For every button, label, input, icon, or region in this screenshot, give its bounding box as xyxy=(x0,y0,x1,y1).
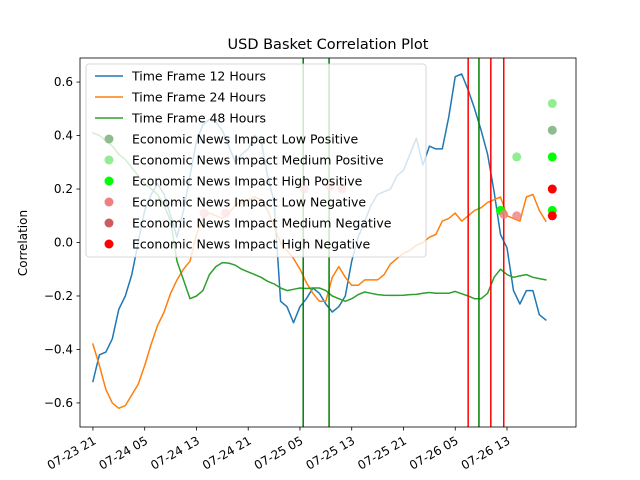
y-tick-label-3: −0.2 xyxy=(44,289,73,303)
news-impact-marker-10 xyxy=(547,98,557,108)
news-impact-marker-9 xyxy=(512,211,522,221)
news-impact-marker-13 xyxy=(547,184,557,194)
legend-label-1: Time Frame 12 Hours xyxy=(131,69,266,84)
legend-swatch-6 xyxy=(104,176,114,186)
legend-label-3: Time Frame 48 Hours xyxy=(131,111,266,126)
legend-swatch-4 xyxy=(104,134,114,144)
legend-label-9: Economic News Impact High Negative xyxy=(132,237,371,252)
legend-swatch-8 xyxy=(104,218,114,228)
chart-title: USD Basket Correlation Plot xyxy=(228,37,429,53)
series-line-2 xyxy=(91,193,547,410)
news-impact-marker-8 xyxy=(512,152,522,162)
y-tick-label-6: 0.4 xyxy=(54,129,73,143)
news-impact-marker-11 xyxy=(547,125,557,135)
news-impact-marker-12 xyxy=(547,152,557,162)
y-tick-label-2: −0.4 xyxy=(44,342,73,356)
news-impact-marker-7 xyxy=(499,209,509,219)
y-axis-label: Correlation xyxy=(16,210,30,276)
legend-label-5: Economic News Impact Medium Positive xyxy=(132,153,384,168)
y-tick-label-1: −0.6 xyxy=(44,396,73,410)
legend-label-4: Economic News Impact Low Positive xyxy=(132,132,359,147)
y-tick-label-5: 0.2 xyxy=(54,182,73,196)
legend-label-7: Economic News Impact Low Negative xyxy=(132,195,366,210)
y-tick-label-4: 0.0 xyxy=(54,236,73,250)
news-impact-marker-15 xyxy=(547,211,557,221)
legend-label-6: Economic News Impact High Positive xyxy=(132,174,363,189)
legend: Time Frame 12 Hours Time Frame 24 Hours Ti… xyxy=(85,63,427,258)
legend-label-8: Economic News Impact Medium Negative xyxy=(132,216,392,231)
legend-swatch-9 xyxy=(104,239,114,249)
legend-box xyxy=(85,63,427,258)
legend-label-2: Time Frame 24 Hours xyxy=(131,90,266,105)
legend-swatch-7 xyxy=(104,197,114,207)
y-tick-label-7: 0.6 xyxy=(54,75,73,89)
legend-swatch-5 xyxy=(104,155,114,165)
